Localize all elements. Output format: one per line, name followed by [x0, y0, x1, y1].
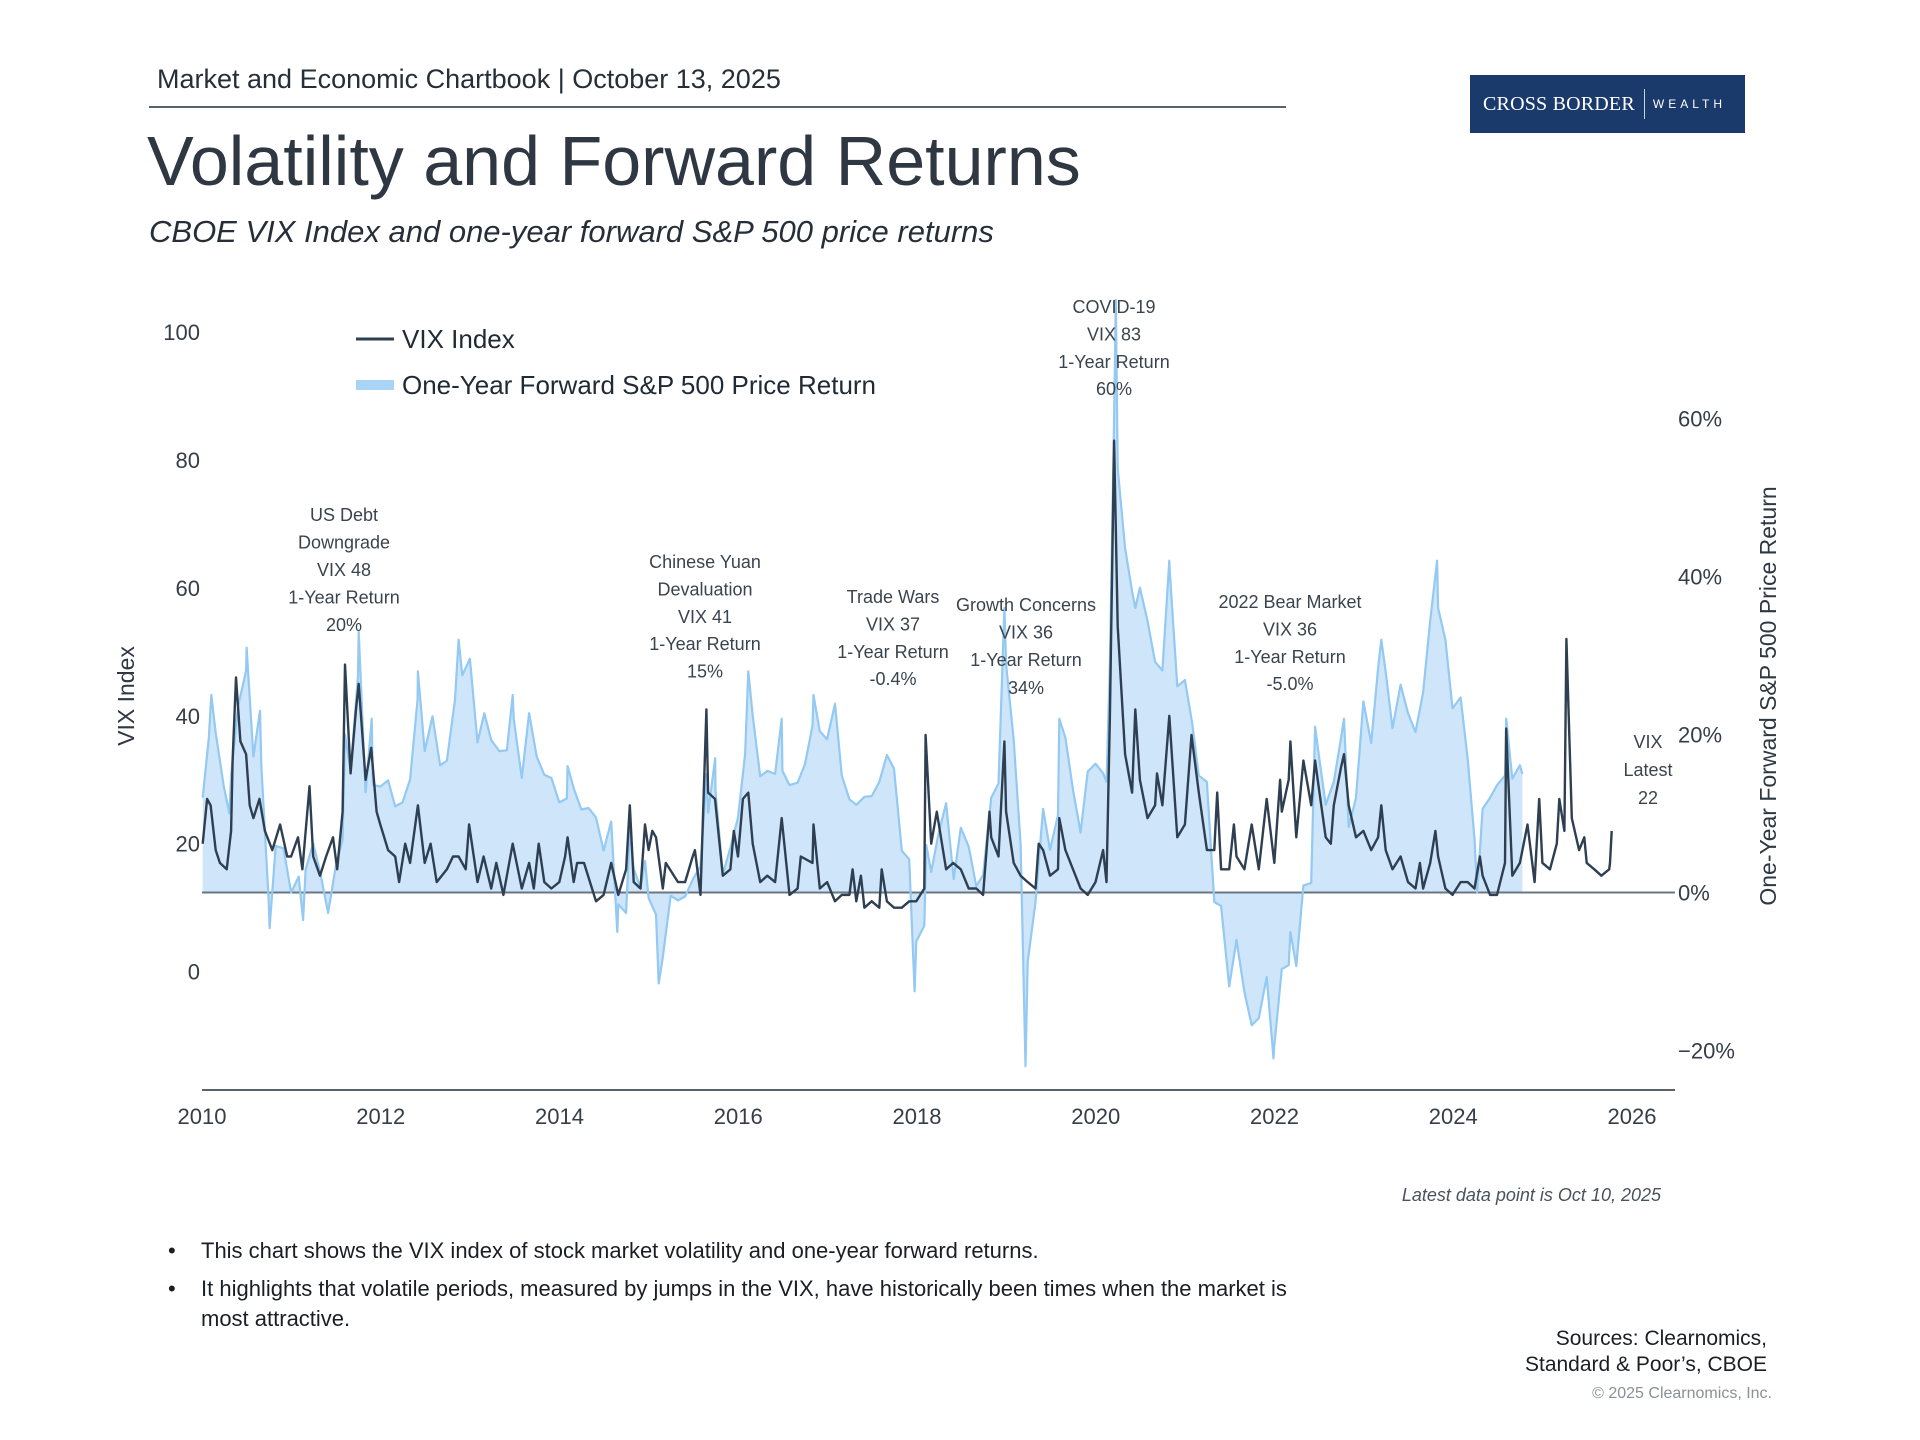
annotation-line: 1-Year Return	[1234, 647, 1345, 667]
annotation-covid-19: COVID-19 VIX 83 1-Year Return 60%	[1058, 297, 1169, 399]
annotation-line: VIX 36	[999, 623, 1053, 643]
annotation-line: 34%	[1008, 678, 1044, 698]
chart-notes: • This chart shows the VIX index of stoc…	[168, 1236, 1338, 1342]
x-tick-label: 2018	[893, 1104, 942, 1129]
x-tick-label: 2010	[178, 1104, 227, 1129]
annotation-line: VIX 48	[317, 560, 371, 580]
x-tick-label: 2014	[535, 1104, 584, 1129]
annotation-line: 1-Year Return	[1058, 352, 1169, 372]
annotation-line: 1-Year Return	[288, 588, 399, 608]
annotation-line: VIX 83	[1087, 324, 1141, 344]
page-title: Volatility and Forward Returns	[147, 122, 1081, 200]
legend-return-swatch	[356, 380, 394, 390]
annotation-line: VIX 36	[1263, 619, 1317, 639]
logo-name-secondary: WEALTH	[1652, 97, 1727, 111]
legend: VIX Index One-Year Forward S&P 500 Price…	[356, 324, 876, 400]
note-item: • It highlights that volatile periods, m…	[168, 1274, 1338, 1334]
annotation-line: 22	[1638, 788, 1658, 808]
annotation-line: 60%	[1096, 379, 1132, 399]
plot-area	[201, 298, 1675, 1068]
header-divider	[149, 106, 1286, 108]
right-y-tick-label: 0%	[1678, 881, 1710, 906]
logo-divider	[1643, 89, 1645, 119]
left-y-tick-label: 0	[188, 960, 200, 985]
forward-return-line	[201, 298, 1524, 1068]
sources-line-2: Standard & Poor’s, CBOE	[1524, 1353, 1767, 1376]
axes: 2010 2012 2014 2016 2018 2020 2022 2024 2026 0 20 4…	[163, 320, 1735, 1129]
annotation-line: Devaluation	[657, 579, 752, 599]
chartbook-header: Market and Economic Chartbook | October …	[157, 64, 781, 94]
annotation-line: 2022 Bear Market	[1218, 592, 1361, 612]
right-y-tick-label: 60%	[1678, 407, 1722, 432]
x-tick-label: 2016	[714, 1104, 763, 1129]
annotation-line: Downgrade	[298, 533, 390, 553]
legend-vix-label: VIX Index	[402, 324, 515, 354]
annotation-growth-concerns: Growth Concerns VIX 36 1-Year Return 34%	[956, 595, 1096, 698]
annotation-vix-latest: VIX Latest 22	[1623, 732, 1672, 808]
annotation-line: VIX	[1633, 732, 1662, 752]
x-tick-label: 2022	[1250, 1104, 1299, 1129]
legend-return-label: One-Year Forward S&P 500 Price Return	[402, 370, 876, 400]
annotation-line: 15%	[687, 662, 723, 682]
annotation-line: -5.0%	[1266, 674, 1313, 694]
page-subtitle: CBOE VIX Index and one-year forward S&P …	[149, 214, 994, 249]
left-y-tick-label: 100	[163, 320, 200, 345]
annotation-line: -0.4%	[869, 669, 916, 689]
note-item: • This chart shows the VIX index of stoc…	[168, 1236, 1338, 1266]
x-tick-label: 2020	[1071, 1104, 1120, 1129]
annotation-line: Latest	[1623, 760, 1672, 780]
annotation-us-debt-downgrade: US Debt Downgrade VIX 48 1-Year Return 20%	[288, 505, 399, 635]
annotation-line: 1-Year Return	[970, 650, 1081, 670]
annotations: US Debt Downgrade VIX 48 1-Year Return 20% Ch…	[288, 297, 1672, 808]
annotation-line: VIX 37	[866, 614, 920, 634]
annotation-2022-bear-market: 2022 Bear Market VIX 36 1-Year Return -5.0%	[1218, 592, 1361, 694]
annotation-chinese-yuan-devaluation: Chinese Yuan Devaluation VIX 41 1-Year Retu…	[649, 552, 761, 682]
left-y-tick-label: 80	[176, 448, 200, 473]
annotation-line: Trade Wars	[847, 587, 940, 607]
annotation-line: 1-Year Return	[837, 642, 948, 662]
right-y-tick-label: −20%	[1678, 1039, 1735, 1064]
annotation-line: 20%	[326, 615, 362, 635]
left-y-tick-label: 20	[176, 832, 200, 857]
logo-name-primary: CROSS BORDER	[1483, 92, 1635, 115]
vix-index-line	[201, 439, 1613, 909]
left-y-tick-label: 60	[176, 576, 200, 601]
brand-logo: CROSS BORDER WEALTH	[1470, 75, 1745, 133]
sources: Sources: Clearnomics, Standard & Poor’s,…	[1525, 1326, 1767, 1378]
right-y-tick-label: 40%	[1678, 565, 1722, 590]
annotation-line: 1-Year Return	[649, 634, 760, 654]
x-tick-label: 2012	[356, 1104, 405, 1129]
annotation-line: Chinese Yuan	[649, 552, 761, 572]
sources-line-1: Sources: Clearnomics,	[1555, 1327, 1767, 1350]
latest-data-footnote: Latest data point is Oct 10, 2025	[1402, 1185, 1662, 1205]
forward-return-area	[202, 300, 1523, 1067]
left-axis-title: VIX Index	[113, 646, 139, 746]
annotation-line: VIX 41	[678, 607, 732, 627]
x-tick-label: 2026	[1608, 1104, 1657, 1129]
right-y-tick-label: 20%	[1678, 723, 1722, 748]
note-text: This chart shows the VIX index of stock …	[201, 1238, 1039, 1263]
right-axis-title: One-Year Forward S&P 500 Price Return	[1755, 486, 1781, 905]
left-y-tick-label: 40	[176, 704, 200, 729]
bullet-icon: •	[168, 1276, 176, 1301]
copyright: © 2025 Clearnomics, Inc.	[1592, 1385, 1772, 1402]
annotation-trade-wars: Trade Wars VIX 37 1-Year Return -0.4%	[837, 587, 948, 689]
note-text: It highlights that volatile periods, mea…	[201, 1276, 1287, 1331]
bullet-icon: •	[168, 1238, 176, 1263]
annotation-line: COVID-19	[1072, 297, 1155, 317]
x-tick-label: 2024	[1429, 1104, 1478, 1129]
annotation-line: US Debt	[310, 505, 378, 525]
annotation-line: Growth Concerns	[956, 595, 1096, 615]
